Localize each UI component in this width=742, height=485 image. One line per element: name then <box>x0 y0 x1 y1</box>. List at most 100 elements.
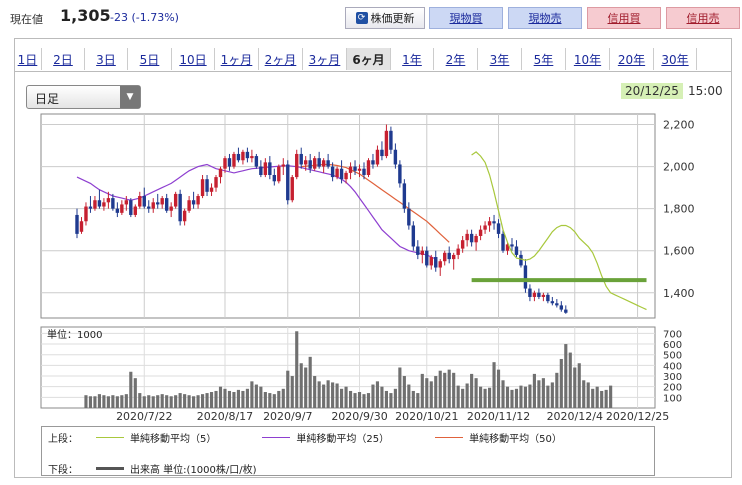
tab-period-5[interactable]: 1ヶ月 <box>215 48 259 70</box>
volume-bar <box>487 387 492 408</box>
cash-sell-button[interactable]: 現物売 <box>508 7 582 29</box>
candle-body <box>120 204 124 213</box>
candle-body <box>429 257 433 266</box>
tab-period-11[interactable]: 3年 <box>478 48 522 70</box>
tab-period-3[interactable]: 5日 <box>128 48 172 70</box>
tab-period-12[interactable]: 5年 <box>522 48 566 70</box>
candle-body <box>465 233 469 241</box>
tab-period-1[interactable]: 2日 <box>42 48 85 70</box>
volume-bar <box>519 385 523 408</box>
volume-bar <box>254 384 258 408</box>
volume-bar <box>550 382 554 408</box>
volume-bar <box>600 390 604 408</box>
volume-bar <box>277 390 281 408</box>
candle-body <box>97 200 102 207</box>
candle-body <box>259 166 263 175</box>
volume-bar <box>573 367 577 408</box>
volume-bar <box>398 367 402 408</box>
candle-body <box>106 198 111 203</box>
volume-bar <box>245 388 249 408</box>
candle-body <box>303 160 308 165</box>
volume-bar <box>348 390 353 408</box>
volume-bar <box>97 394 101 408</box>
tab-period-10[interactable]: 2年 <box>434 48 478 70</box>
volume-bar <box>514 388 519 408</box>
volume-bar <box>470 373 474 408</box>
volume-bar <box>340 388 344 408</box>
candle-body <box>84 206 88 222</box>
volume-bar <box>492 362 496 408</box>
volume-bar <box>223 388 227 408</box>
candle-body <box>272 174 277 182</box>
volume-tick-label: 300 <box>663 372 682 383</box>
volume-bar <box>429 381 433 408</box>
volume-bar <box>528 384 532 408</box>
volume-tick-label: 100 <box>663 393 682 404</box>
volume-bar <box>465 383 469 408</box>
tab-period-9[interactable]: 1年 <box>391 48 434 70</box>
chevron-down-icon: ▼ <box>120 86 140 108</box>
candle-body <box>138 196 142 207</box>
tab-period-14[interactable]: 20年 <box>610 48 654 70</box>
candle-body <box>164 198 169 211</box>
volume-bar <box>555 372 559 408</box>
candle-type-select[interactable]: 日足 ▼ <box>26 85 141 109</box>
ma5-line <box>471 151 647 311</box>
volume-tick-label: 500 <box>663 351 682 362</box>
tab-period-8[interactable]: 6ヶ月 <box>347 48 391 70</box>
candle-body <box>142 196 146 207</box>
refresh-label: 株価更新 <box>370 12 415 25</box>
volume-bar <box>102 395 106 408</box>
candle-body <box>321 160 326 167</box>
volume-bar <box>407 384 411 408</box>
volume-bar <box>138 393 142 408</box>
volume-bar <box>147 395 151 408</box>
candle-body <box>438 261 442 268</box>
candle-body <box>88 206 93 209</box>
candle-body <box>519 254 523 266</box>
margin-buy-button[interactable]: 信用買 <box>587 7 661 29</box>
tab-period-2[interactable]: 3日 <box>85 48 128 70</box>
candle-body <box>93 200 97 209</box>
volume-bar <box>389 393 393 408</box>
refresh-price-button[interactable]: ⟳ 株価更新 <box>345 7 425 29</box>
candle-body <box>501 233 505 251</box>
candle-body <box>474 235 478 243</box>
volume-bar <box>160 394 164 408</box>
cash-buy-button[interactable]: 現物買 <box>429 7 503 29</box>
volume-bar <box>353 393 357 408</box>
volume-tick-label: 400 <box>663 361 682 372</box>
tab-period-0[interactable]: 1日 <box>14 48 42 70</box>
candle-body <box>541 294 546 297</box>
candle-body <box>371 160 375 165</box>
candle-body <box>510 244 514 247</box>
tab-period-13[interactable]: 10年 <box>566 48 610 70</box>
volume-bar <box>281 388 285 408</box>
candle-body <box>187 200 191 211</box>
volume-bar <box>218 386 223 408</box>
volume-bar <box>322 384 326 408</box>
volume-bar <box>317 381 321 408</box>
volume-bar <box>326 380 330 408</box>
tab-period-6[interactable]: 2ヶ月 <box>259 48 303 70</box>
tab-period-15[interactable]: 30年 <box>654 48 697 70</box>
volume-bar <box>286 370 290 408</box>
candle-body <box>384 130 389 157</box>
volume-bar <box>272 394 276 408</box>
candle-body <box>389 130 393 150</box>
tab-period-7[interactable]: 3ヶ月 <box>303 48 347 70</box>
candle-body <box>532 292 537 297</box>
volume-bar <box>335 383 339 408</box>
volume-bar <box>124 394 128 408</box>
volume-bar <box>88 396 93 408</box>
candle-body <box>218 168 223 178</box>
volume-bar <box>510 389 514 408</box>
volume-bar <box>375 381 380 408</box>
candle-body <box>178 193 182 222</box>
x-tick-label: 2020/8/17 <box>197 410 253 423</box>
volume-bar <box>501 380 505 408</box>
volume-bar <box>591 388 595 408</box>
margin-sell-button[interactable]: 信用売 <box>666 7 740 29</box>
tab-period-4[interactable]: 10日 <box>172 48 215 70</box>
volume-bar <box>227 390 232 408</box>
